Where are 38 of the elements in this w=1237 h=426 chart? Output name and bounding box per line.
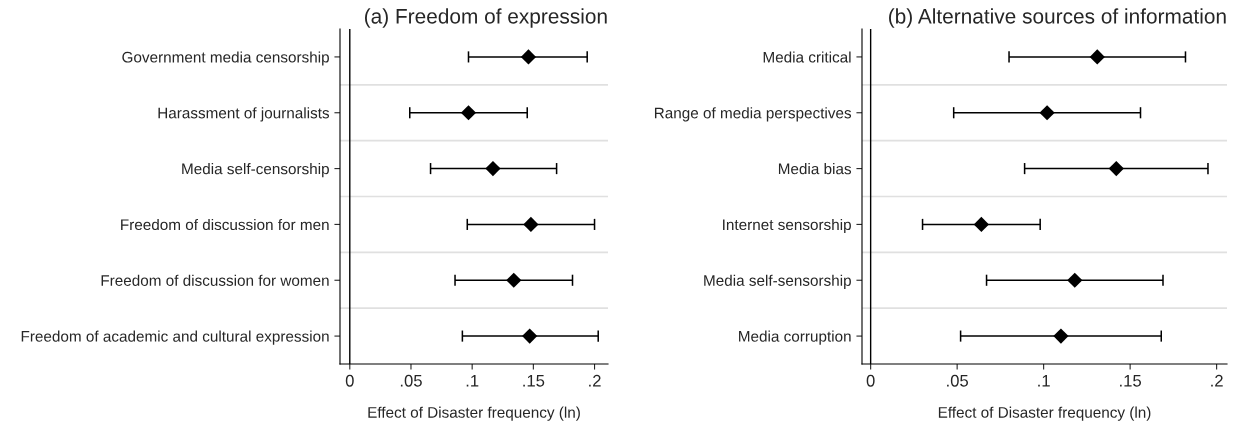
- x-tick-label: .15: [523, 375, 545, 387]
- x-tick-label: .2: [589, 374, 601, 387]
- y-tick-label: Internet sensorship: [723, 218, 851, 234]
- point: [1053, 328, 1069, 344]
- y-tick-label: Range of media perspectives: [654, 107, 852, 122]
- y-tick-label: Media self-censorship: [182, 163, 329, 178]
- point: [1067, 272, 1083, 288]
- x-axis-title: Effect of Disaster frequency (ln): [938, 406, 1151, 421]
- point: [973, 216, 989, 233]
- point: [1089, 49, 1105, 65]
- point: [522, 328, 538, 344]
- y-tick-label: Harassment of journalists: [158, 107, 330, 122]
- point: [485, 160, 501, 177]
- y-tick-label: Media critical: [763, 51, 851, 63]
- y-tick-label: Freedom of discussion for women: [101, 274, 329, 286]
- chart-title: (b) Alternative sources of information: [889, 8, 1226, 28]
- point: [520, 49, 537, 65]
- point: [1039, 105, 1055, 121]
- x-tick-label: .05: [947, 374, 969, 387]
- chart-title: (a) Freedom of expression: [365, 8, 607, 28]
- point: [506, 272, 522, 288]
- y-tick-label: Media bias: [778, 163, 852, 175]
- x-tick-label: 0: [866, 374, 875, 387]
- x-tick-label: .1: [466, 375, 479, 387]
- y-tick-label: Government media censorship: [122, 51, 329, 66]
- x-axis-title: Effect of Disaster frequency (ln): [368, 406, 580, 421]
- point: [1108, 160, 1124, 177]
- x-tick-label: 0: [345, 374, 354, 387]
- y-tick-label: Media self-sensorship: [704, 274, 851, 289]
- point: [460, 105, 477, 121]
- point: [523, 216, 539, 233]
- x-tick-label: .1: [1038, 375, 1050, 387]
- y-tick-label: Freedom of discussion for men: [121, 218, 329, 231]
- x-tick-label: .2: [1211, 374, 1223, 387]
- x-tick-label: .15: [1120, 375, 1142, 387]
- y-tick-label: Freedom of academic and cultural expression: [21, 330, 329, 345]
- x-tick-label: .05: [400, 374, 422, 387]
- y-tick-label: Media corruption: [739, 330, 851, 345]
